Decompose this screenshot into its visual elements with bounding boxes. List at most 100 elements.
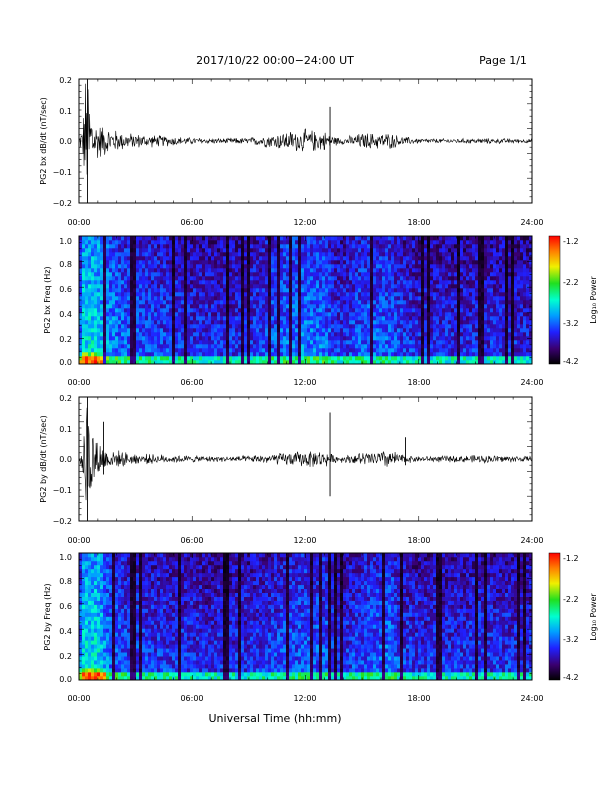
heat-cell (286, 244, 290, 249)
heat-cell (253, 292, 257, 297)
heat-cell (526, 296, 530, 301)
heat-cell (250, 344, 254, 349)
heat-cell (349, 268, 353, 273)
heat-cell (358, 288, 362, 293)
heat-cell (277, 284, 281, 289)
heat-cell (310, 240, 314, 245)
heat-cell (370, 252, 374, 257)
heat-cell (226, 300, 230, 305)
heat-cell (127, 324, 131, 329)
heat-cell (211, 360, 215, 365)
heat-cell (427, 268, 431, 273)
heat-cell (148, 256, 152, 261)
heat-cell (469, 340, 473, 345)
heat-cell (430, 356, 434, 361)
heat-cell (199, 332, 203, 337)
heat-cell (340, 352, 344, 357)
heat-cell (412, 304, 416, 309)
heat-cell (451, 236, 455, 241)
heat-cell (379, 316, 383, 321)
heat-cell (367, 300, 371, 305)
heat-cell (397, 268, 401, 273)
y-tick-label: −0.1 (53, 168, 72, 177)
heat-cell (451, 348, 455, 353)
heat-cell (514, 252, 518, 257)
heat-cell (487, 240, 491, 245)
heat-cell (292, 264, 296, 269)
heat-cell (337, 292, 341, 297)
heat-cell (451, 360, 455, 365)
heat-cell (232, 292, 236, 297)
heat-cell (169, 308, 173, 313)
heat-cell (484, 336, 488, 341)
heat-cell (214, 308, 218, 313)
heat-cell (364, 352, 368, 357)
heat-cell (385, 340, 389, 345)
heat-cell (511, 292, 515, 297)
heat-cell (484, 292, 488, 297)
heat-cell (223, 336, 227, 341)
heat-cell (349, 340, 353, 345)
heat-cell (127, 296, 131, 301)
heat-cell (349, 284, 353, 289)
heat-cell (478, 340, 482, 345)
heat-cell (121, 256, 125, 261)
heat-cell (127, 356, 131, 361)
heat-cell (343, 244, 347, 249)
heat-cell (139, 352, 143, 357)
heat-cell (103, 284, 107, 289)
heat-cell (409, 356, 413, 361)
heat-cell (148, 260, 152, 265)
heat-cell (313, 300, 317, 305)
heat-cell (217, 276, 221, 281)
heat-cell (79, 360, 83, 365)
heat-cell (184, 300, 188, 305)
heat-cell (514, 348, 518, 353)
heat-cell (469, 316, 473, 321)
heat-cell (433, 344, 437, 349)
heat-cell (286, 256, 290, 261)
heat-cell (445, 256, 449, 261)
heat-cell (232, 260, 236, 265)
heat-cell (271, 332, 275, 337)
heat-cell (433, 336, 437, 341)
heat-cell (361, 268, 365, 273)
heat-cell (109, 304, 113, 309)
heat-cell (220, 356, 224, 361)
heat-cell (199, 300, 203, 305)
heat-cell (322, 328, 326, 333)
heat-cell (325, 300, 329, 305)
heat-cell (487, 236, 491, 241)
heat-cell (286, 288, 290, 293)
heat-cell (310, 340, 314, 345)
heat-cell (421, 344, 425, 349)
heat-cell (454, 308, 458, 313)
heat-cell (328, 324, 332, 329)
heat-cell (463, 264, 467, 269)
heat-cell (301, 312, 305, 317)
heat-cell (304, 312, 308, 317)
heat-cell (415, 328, 419, 333)
heat-cell (235, 300, 239, 305)
heat-cell (256, 304, 260, 309)
heat-cell (412, 256, 416, 261)
heat-cell (148, 352, 152, 357)
heat-cell (415, 252, 419, 257)
heat-cell (445, 284, 449, 289)
heat-cell (406, 324, 410, 329)
heat-cell (250, 276, 254, 281)
heat-cell (304, 264, 308, 269)
heat-cell (184, 356, 188, 361)
heat-cell (409, 360, 413, 365)
heat-cell (154, 240, 158, 245)
heat-cell (217, 332, 221, 337)
heat-cell (208, 280, 212, 285)
heat-cell (379, 256, 383, 261)
heat-cell (346, 300, 350, 305)
heat-cell (88, 236, 92, 241)
heat-cell (169, 276, 173, 281)
heat-cell (325, 268, 329, 273)
heat-cell (520, 276, 524, 281)
heat-cell (526, 320, 530, 325)
heat-cell (523, 264, 527, 269)
